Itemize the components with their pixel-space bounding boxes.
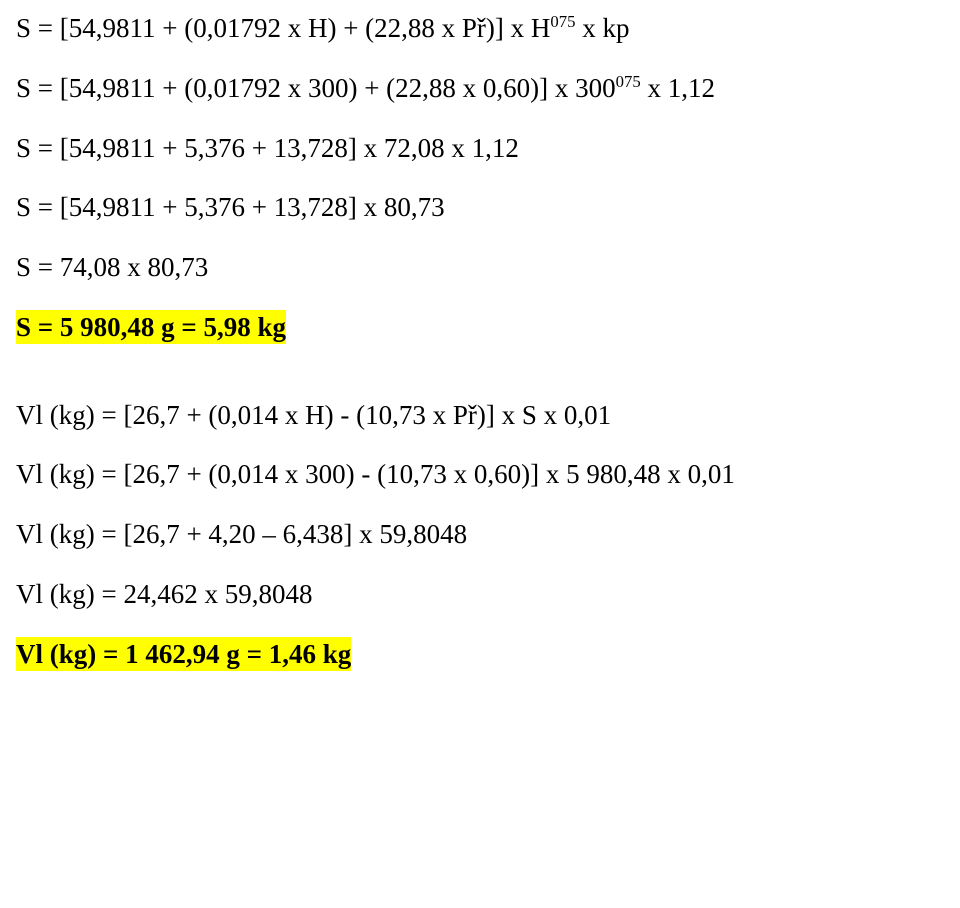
highlight: Vl (kg) = 1 462,94 g = 1,46 kg [16, 637, 351, 671]
equation-line: S = 74,08 x 80,73 [16, 251, 944, 285]
equation-line: S = [54,9811 + (0,01792 x 300) + (22,88 … [16, 72, 944, 106]
equation-line: Vl (kg) = [26,7 + (0,014 x H) - (10,73 x… [16, 399, 944, 433]
equation-line: Vl (kg) = [26,7 + (0,014 x 300) - (10,73… [16, 458, 944, 492]
document-page: S = [54,9811 + (0,01792 x H) + (22,88 x … [0, 0, 960, 737]
result-line: Vl (kg) = 1 462,94 g = 1,46 kg [16, 638, 944, 672]
equation-line: S = [54,9811 + 5,376 + 13,728] x 72,08 x… [16, 132, 944, 166]
equation-line: S = [54,9811 + (0,01792 x H) + (22,88 x … [16, 12, 944, 46]
equation-line: Vl (kg) = 24,462 x 59,8048 [16, 578, 944, 612]
result-line: S = 5 980,48 g = 5,98 kg [16, 311, 944, 345]
equation-line: S = [54,9811 + 5,376 + 13,728] x 80,73 [16, 191, 944, 225]
equation-line: Vl (kg) = [26,7 + 4,20 – 6,438] x 59,804… [16, 518, 944, 552]
highlight: S = 5 980,48 g = 5,98 kg [16, 310, 286, 344]
